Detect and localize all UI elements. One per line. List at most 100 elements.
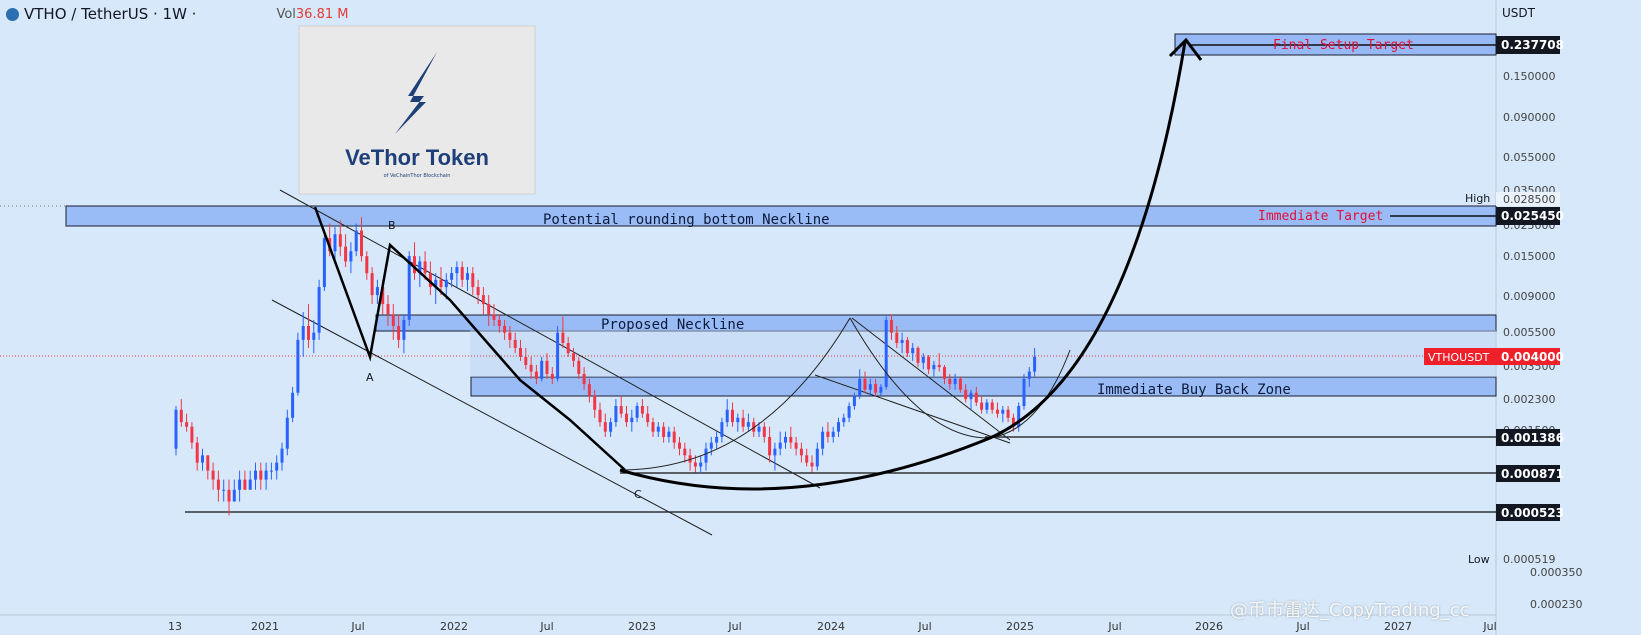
candle-body [450,273,454,280]
proposed-neckline-label: Proposed Neckline [601,317,744,333]
candle-body [985,402,989,410]
candle-body [466,273,469,280]
candle-body [741,417,745,427]
candle-body [238,479,242,490]
point-c-label: C [634,488,642,501]
candle-body [259,470,263,480]
abc-zigzag [313,206,626,471]
candle-body [211,470,215,480]
candle-body [1001,409,1005,414]
candle-body [333,234,337,252]
candle-body [879,386,883,393]
y-tick: 0.009000 [1503,290,1556,303]
candle-body [280,448,284,463]
candle-body [990,402,994,410]
candle-body [784,436,787,443]
point-b-label: B [388,219,396,232]
y-tick: 0.000230 [1530,598,1583,611]
x-tick: 2026 [1195,620,1223,633]
candle-body [778,442,782,449]
candle-body [508,332,512,340]
candle-body [609,422,613,432]
candle-body [932,364,936,370]
price-badge-support-3: 0.000523 [1496,504,1564,521]
candle-body [762,426,766,437]
candle-body [524,356,528,365]
x-tick: 2024 [817,620,845,633]
channel-upper [279,189,821,489]
x-tick: 2021 [251,620,279,633]
logo-title: VeThor Token [345,145,489,170]
y-tick: 0.015000 [1503,250,1556,263]
candle-body [831,431,835,437]
candle-body [815,448,819,467]
svg-text:0.025450: 0.025450 [1501,209,1564,223]
candle-body [842,417,846,423]
chart-header: VTHO / TetherUS · 1W · Vol 36.81 M [0,4,348,24]
candle-body [243,479,247,490]
candle-body [731,409,734,423]
candle-body [773,448,777,456]
candle-body [264,470,268,480]
svg-text:Low: Low [1468,553,1490,566]
candle-body [640,406,644,414]
svg-text:High: High [1465,192,1490,205]
candle-body [413,256,416,274]
arc-small-1 [619,317,851,471]
candle-body [895,332,899,344]
candle-body [550,373,554,379]
candle-body [943,367,946,379]
candle-body [375,287,379,296]
candle-body [291,392,295,418]
candle-body [826,431,830,437]
candle-body [434,279,438,288]
point-a-label: A [366,371,374,384]
y-tick: 0.002300 [1503,393,1556,406]
x-tick: Jul [1482,620,1496,633]
candle-body [688,455,692,463]
candle-body [354,230,358,252]
candle-body [667,431,671,437]
candle-body [269,470,273,472]
candle-body [874,384,878,393]
candle-body [890,319,893,333]
watermark: @币市雷达_CopyTrading_cc [1230,600,1470,621]
candle-body [545,360,549,374]
candle-body [1017,406,1021,427]
candle-body [725,409,729,423]
svg-text:0.000523: 0.000523 [1501,506,1564,520]
candle-body [651,422,655,432]
candle-body [847,406,851,418]
candle-body [662,426,666,437]
candle-body [884,319,888,387]
symbol-title[interactable]: VTHO / TetherUS · 1W · [24,5,197,23]
currency-axis-title[interactable]: USDT [1502,6,1535,20]
candle-body [428,273,432,288]
svg-text:0.028500: 0.028500 [1503,193,1556,206]
candle-body [974,392,978,403]
price-axis[interactable] [1496,0,1641,635]
candle-body [603,422,607,432]
candle-body [1033,356,1037,372]
candle-body [837,422,840,432]
candle-body [360,230,363,257]
candle-body [513,339,517,348]
x-tick: 2027 [1384,620,1412,633]
candle-body [561,332,565,344]
candle-body [619,406,623,414]
rounding-bottom-arc [619,41,1187,491]
candle-body [720,422,724,437]
candle-body [386,304,390,315]
candle-body [216,479,220,490]
candle-body [635,406,639,418]
candle-body [455,267,459,274]
x-tick: 2022 [440,620,468,633]
candle-body [174,409,178,449]
candle-body [444,279,448,288]
candle-body [397,326,401,340]
candle-body [916,347,920,363]
candle-body [487,304,491,315]
x-tick: Jul [1107,620,1121,633]
x-tick-labels: 13 2021 Jul 2022 Jul 2023 Jul 2024 Jul 2… [168,620,1497,633]
